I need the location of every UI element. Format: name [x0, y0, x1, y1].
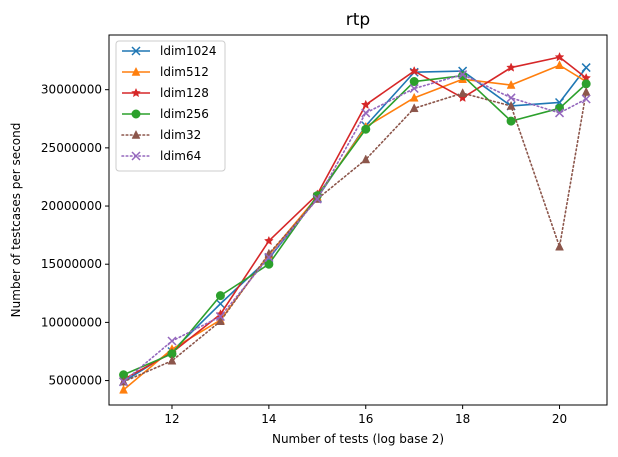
x-tick-label: 20: [552, 412, 567, 426]
x-tick-label: 14: [261, 412, 276, 426]
data-point: [555, 60, 564, 70]
legend-label: ldim512: [160, 65, 209, 79]
legend-item: ldim1024: [122, 44, 217, 58]
data-point: [312, 194, 322, 204]
data-point: [216, 316, 225, 325]
legend-frame: [115, 40, 226, 172]
chart-title: rtp: [346, 10, 370, 30]
legend-label: ldim128: [160, 86, 209, 100]
data-point: [131, 66, 141, 76]
data-point: [215, 312, 225, 322]
data-point: [409, 77, 419, 87]
data-point: [581, 94, 591, 104]
data-point: [554, 108, 565, 118]
y-tick-label: 20000000: [41, 199, 102, 213]
data-point: [119, 384, 128, 394]
y-axis-label: Number of testcases per second: [9, 123, 23, 318]
data-point: [409, 103, 419, 113]
legend-label: ldim32: [160, 128, 201, 142]
legend: ldim1024 ldim512 ldim128 ldim256 ldim32 ldim6…: [115, 40, 226, 172]
legend-item: ldim256: [122, 107, 209, 121]
data-point: [581, 63, 591, 73]
x-tick-label: 16: [358, 412, 373, 426]
y-tick-label: 25000000: [41, 141, 102, 155]
data-point: [581, 86, 591, 96]
data-point: [215, 299, 225, 309]
data-point: [554, 51, 565, 62]
data-point: [167, 336, 177, 346]
legend-label: ldim64: [160, 149, 201, 163]
data-point: [361, 108, 371, 118]
data-point: [458, 70, 468, 80]
x-tick-label: 12: [164, 412, 179, 426]
data-point: [555, 241, 564, 251]
data-point: [215, 291, 225, 301]
data-point: [167, 355, 177, 365]
series-line-ldim64: [122, 73, 587, 383]
data-point: [131, 109, 141, 119]
data-point: [360, 99, 371, 109]
data-point: [506, 116, 516, 126]
data-point: [131, 151, 141, 161]
legend-item: ldim64: [121, 149, 201, 163]
data-point: [409, 65, 420, 76]
data-point: [506, 100, 516, 110]
y-tick-label: 30000000: [41, 83, 102, 97]
data-point: [119, 377, 129, 387]
legend-label: ldim1024: [160, 44, 217, 58]
data-point: [131, 87, 141, 98]
x-tick-label: 18: [455, 412, 470, 426]
data-point: [263, 235, 274, 246]
plot-frame: [108, 34, 608, 406]
y-tick-label: 15000000: [41, 257, 102, 271]
data-point: [131, 129, 141, 139]
data-point: [506, 93, 516, 103]
data-point: [264, 252, 274, 262]
data-point: [361, 124, 371, 134]
y-tick-label: 5000000: [49, 374, 102, 388]
data-point: [506, 79, 516, 89]
y-tick-label: 10000000: [41, 315, 102, 329]
legend-item: ldim512: [122, 65, 209, 79]
data-point: [361, 154, 371, 164]
data-point: [409, 92, 419, 102]
data-point: [409, 83, 419, 94]
legend-item: ldim32: [121, 128, 201, 142]
data-point: [458, 88, 468, 97]
data-point: [131, 46, 141, 56]
legend-label: ldim256: [160, 107, 209, 121]
data-point: [506, 62, 516, 72]
legend-item: ldim128: [122, 86, 209, 100]
x-axis-label: Number of tests (log base 2): [272, 432, 444, 446]
data-point: [458, 71, 468, 81]
data-point: [264, 259, 274, 269]
data-point: [581, 79, 591, 89]
